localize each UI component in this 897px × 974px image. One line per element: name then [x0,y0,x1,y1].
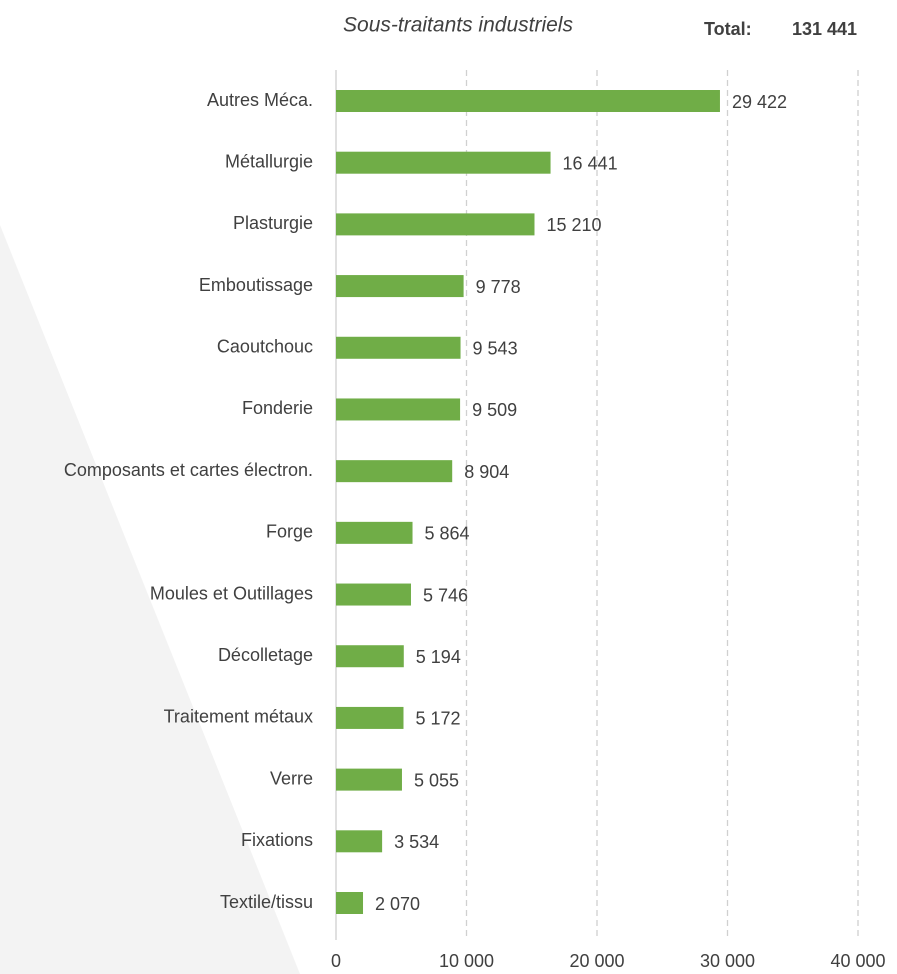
value-label: 9 543 [473,339,518,359]
y-tick-label: Plasturgie [233,213,313,233]
value-label: 9 509 [472,400,517,420]
bar [336,90,720,112]
bar [336,768,402,791]
y-tick-label: Composants et cartes électron. [64,460,313,480]
y-tick-label: Fixations [241,830,313,850]
value-label: 5 172 [415,709,460,729]
y-tick-label: Moules et Outillages [150,583,313,603]
value-label: 5 194 [416,647,461,667]
value-label: 5 746 [423,585,468,605]
y-tick-label: Verre [270,768,313,788]
y-tick-label: Textile/tissu [220,892,313,912]
bar [336,892,364,914]
bar [336,645,404,668]
y-tick-label: Décolletage [218,645,313,665]
x-tick-label: 10 000 [439,951,494,971]
total-label: Total: [704,19,752,39]
y-tick-label: Forge [266,522,313,542]
value-label: 15 210 [546,215,601,235]
y-tick-label: Emboutissage [199,275,313,295]
y-tick-label: Caoutchouc [217,337,313,357]
bar [336,830,383,853]
bar [336,275,464,298]
value-label: 5 864 [425,524,470,544]
bar [336,460,453,483]
y-tick-label: Métallurgie [225,151,313,171]
x-tick-label: 40 000 [830,951,885,971]
bar [336,336,461,359]
value-label: 9 778 [476,277,521,297]
bar [336,213,535,236]
value-label: 8 904 [464,462,509,482]
bar [336,583,411,606]
value-label: 16 441 [563,153,618,173]
x-tick-label: 30 000 [700,951,755,971]
value-label: 5 055 [414,770,459,790]
x-tick-label: 0 [331,951,341,971]
total-value: 131 441 [792,19,857,39]
bar [336,706,404,729]
y-tick-label: Traitement métaux [164,707,313,727]
y-tick-label: Autres Méca. [207,90,313,110]
bar [336,151,551,174]
bar [336,521,413,544]
chart-title: Sous-traitants industriels [343,14,573,37]
value-label: 29 422 [732,92,787,112]
y-tick-label: Fonderie [242,398,313,418]
x-tick-label: 20 000 [569,951,624,971]
background-shape [0,225,300,974]
bar [336,398,461,421]
value-label: 3 534 [394,832,439,852]
value-label: 2 070 [375,894,420,914]
